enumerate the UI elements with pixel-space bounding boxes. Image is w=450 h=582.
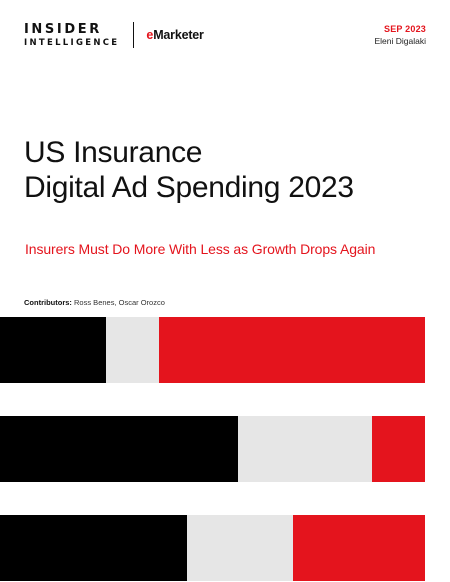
bar-segment-gray [187,515,294,581]
contributors-names: Ross Benes, Oscar Orozco [74,298,165,307]
bar-segment-black [0,416,238,482]
bar-segment-black [0,317,107,383]
bar-segment-black [0,515,187,581]
bar-segment-red [293,515,425,581]
insider-intelligence-logo: INSIDER INTELLIGENCE [24,23,119,48]
contributors-label: Contributors: [24,298,72,307]
emarketer-logo: eMarketer [146,28,203,42]
brand-logos: INSIDER INTELLIGENCE eMarketer [24,22,204,48]
decorative-bar-row-2 [0,416,425,482]
report-subtitle: Insurers Must Do More With Less as Growt… [25,241,376,257]
report-title-line2: Digital Ad Spending 2023 [24,171,354,204]
emarketer-logo-name: Marketer [153,28,204,42]
publish-date: SEP 2023 [384,24,426,34]
logo-line1: INSIDER [24,21,102,37]
bar-segment-gray [106,317,160,383]
report-title: US Insurance Digital Ad Spending 2023 [24,135,354,205]
logo-divider [133,22,135,48]
decorative-bar-row-1 [0,317,425,383]
emarketer-logo-prefix: e [146,28,154,42]
author-name: Eleni Digalaki [374,36,427,46]
contributors: Contributors: Ross Benes, Oscar Orozco [24,298,165,307]
logo-line2: INTELLIGENCE [24,37,120,48]
bar-segment-red [159,317,425,383]
report-meta: SEP 2023 Eleni Digalaki [375,24,427,46]
bar-segment-red [371,416,425,482]
decorative-bar-row-3 [0,515,425,581]
report-title-line1: US Insurance [24,136,203,169]
bar-segment-gray [238,416,372,482]
